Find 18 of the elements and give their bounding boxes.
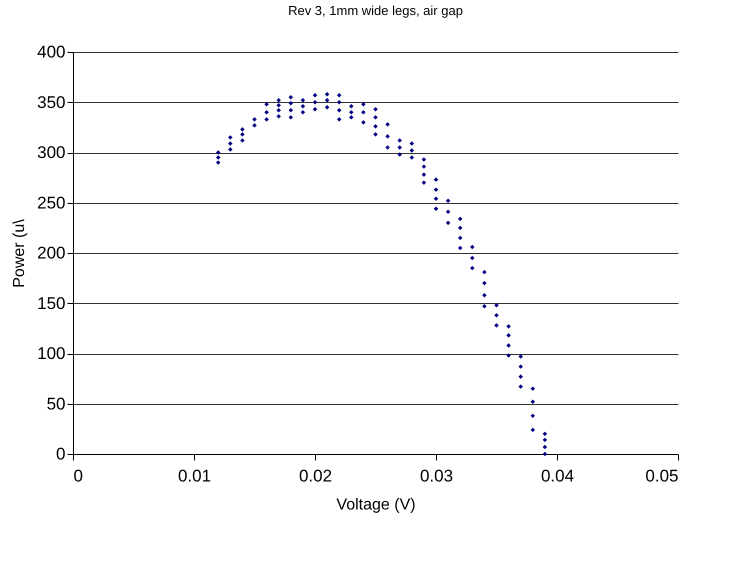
y-axis-title: Power (u\ [11,218,28,288]
x-tick-label: 0.03 [420,466,454,486]
x-axis-title: Voltage (V) [336,496,416,514]
y-tick-label: 300 [37,143,66,162]
y-tick-label: 200 [37,244,66,262]
y-tick-label: 50 [46,394,66,414]
y-tick-label: 250 [37,193,66,212]
x-tick-label: 0.05 [645,466,678,486]
x-tick-label: 0.01 [178,466,212,486]
y-tick-label: 350 [37,92,66,112]
y-tick-label: 0 [56,444,66,464]
x-tick-label: 0.02 [298,466,332,486]
x-tick-label: 0.04 [540,466,574,486]
y-tick-label: 150 [37,294,66,313]
x-tick-label: 0 [74,466,83,486]
chart-title: Rev 3, 1mm wide legs, air gap [288,3,463,18]
y-tick-label: 100 [37,344,66,363]
y-tick-label: 400 [37,42,66,62]
